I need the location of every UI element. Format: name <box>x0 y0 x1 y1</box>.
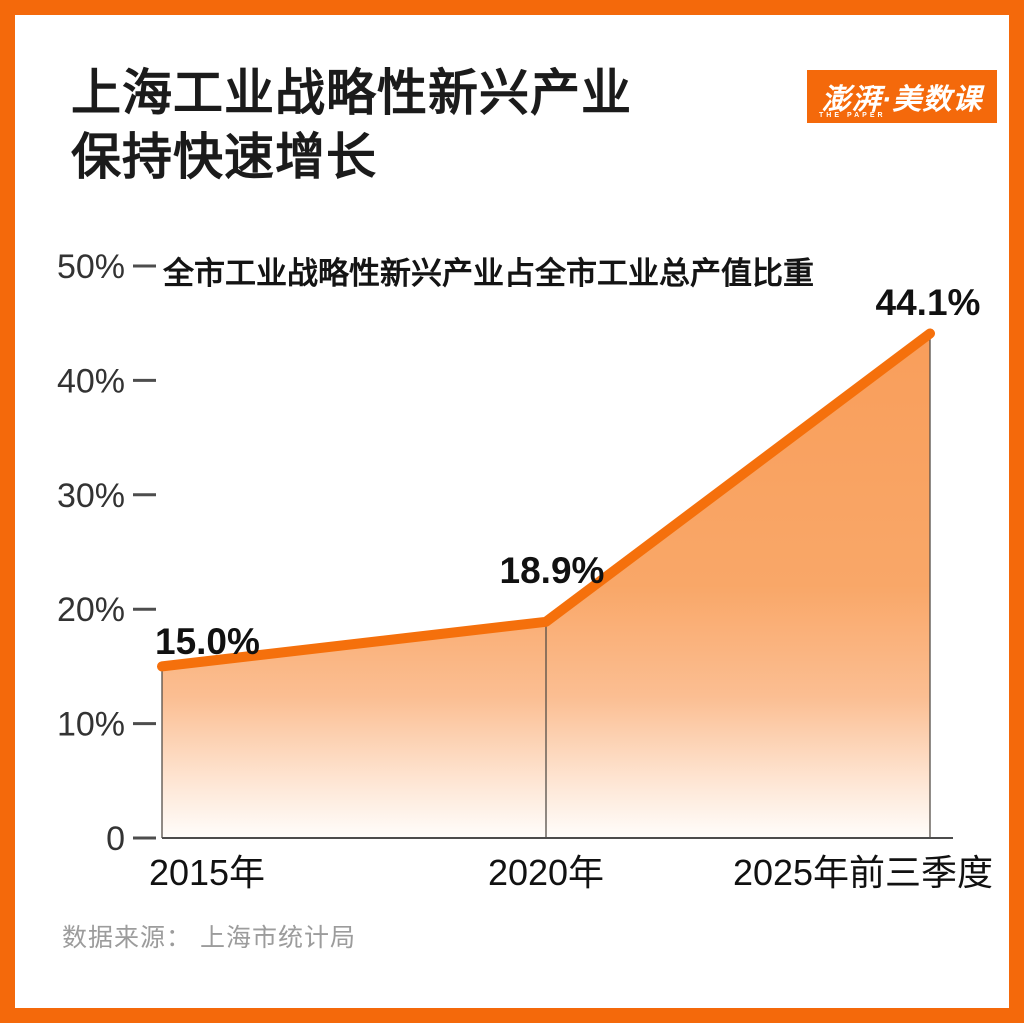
page-title-line2: 保持快速增长 <box>71 129 377 185</box>
value-label: 15.0% <box>155 621 260 662</box>
value-label: 44.1% <box>876 282 981 323</box>
data-source-note: 数据来源： 上海市统计局 <box>62 924 356 952</box>
logo-sub-text: THE PAPER <box>819 112 886 119</box>
logo-main-text: 澎湃·美数课 <box>821 83 983 116</box>
x-tick-label: 2020年 <box>488 852 604 893</box>
area-fill <box>162 333 930 838</box>
x-tick-label: 2025年前三季度 <box>733 852 993 893</box>
area-chart: 0 10% 20% 30% 40% 50% 2015年 2020年 2025年前三季度 15.0%… <box>57 248 993 893</box>
page-title: 上海工业战略性新兴产业 保持快速增长 <box>71 61 632 189</box>
y-tick-label: 20% <box>57 591 125 629</box>
y-tick-label: 50% <box>57 248 125 286</box>
logo-the-paper: 澎湃·美数课 THE PAPER <box>807 70 997 123</box>
chart-title: 全市工业战略性新兴产业占全市工业总产值比重 <box>163 256 814 291</box>
data-line <box>157 328 935 672</box>
y-tick-label: 30% <box>57 477 125 515</box>
x-tick-label: 2015年 <box>149 852 265 893</box>
value-label: 18.9% <box>500 550 605 591</box>
y-tick-label: 40% <box>57 362 125 400</box>
page-title-line1: 上海工业战略性新兴产业 <box>71 65 632 121</box>
y-tick-label: 10% <box>57 706 125 744</box>
y-tick-label: 0 <box>106 820 125 858</box>
